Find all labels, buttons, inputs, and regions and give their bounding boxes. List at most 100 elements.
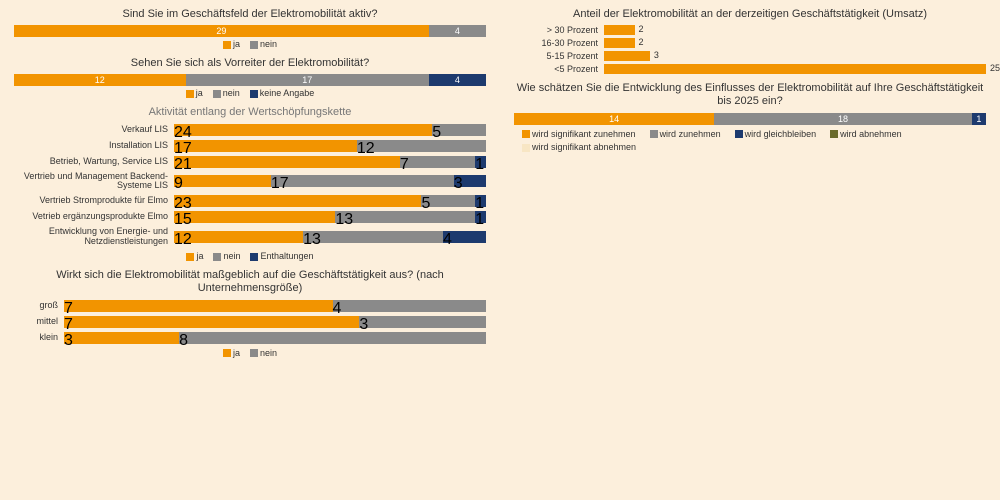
legend-item: nein [250, 39, 277, 49]
hbar-label: > 30 Prozent [514, 25, 604, 35]
chart-row: klein38 [14, 332, 486, 344]
bar-segment: 7 [64, 316, 359, 328]
bar-segment: 14 [514, 113, 714, 125]
row-bar: 73 [64, 316, 486, 328]
bar-segment: 17 [174, 140, 357, 152]
chart-row: Installation LIS1712 [14, 140, 486, 152]
chart-title: Wirkt sich die Elektromobilität maßgebli… [14, 269, 486, 295]
bar-segment: 1 [475, 195, 486, 207]
bar-segment: 4 [429, 74, 486, 86]
hbar-value: 3 [654, 50, 659, 60]
bar-segment: 18 [714, 113, 971, 125]
hbar-row: > 30 Prozent 2 [514, 25, 986, 35]
chart-row: Entwicklung von Energie- und Netzdienstl… [14, 227, 486, 247]
bar-segment: 5 [421, 195, 475, 207]
chart-pioneer: Sehen Sie sich als Vorreiter der Elektro… [14, 57, 486, 98]
bar-segment: 4 [333, 300, 486, 312]
legend-item: ja [186, 251, 203, 261]
legend-item: wird signifikant zunehmen [522, 128, 636, 142]
hbar-fill [604, 25, 635, 35]
row-container: Verkauf LIS245 Installation LIS1712 Betrie… [14, 124, 486, 248]
legend-swatch [186, 90, 194, 98]
bar-segment: 17 [186, 74, 429, 86]
hbar-fill [604, 64, 986, 74]
hbar-container: > 30 Prozent216-30 Prozent25-15 Prozent3… [514, 25, 986, 74]
right-column: Anteil der Elektromobilität an der derze… [500, 0, 1000, 500]
bar-segment: 12 [14, 74, 186, 86]
bar-segment: 4 [429, 25, 486, 37]
chart-row: Vertrieb und Management Backend-Systeme … [14, 172, 486, 192]
bar-segment: 3 [359, 316, 486, 328]
bar-segment: 1 [475, 156, 486, 168]
legend-swatch [223, 41, 231, 49]
bar-segment: 13 [303, 231, 443, 243]
legend-swatch [250, 349, 258, 357]
hbar-fill [604, 51, 650, 61]
row-label: mittel [14, 317, 64, 327]
chart-row: mittel73 [14, 316, 486, 328]
chart-row: Vetrieb ergänzungsprodukte Elmo15131 [14, 211, 486, 223]
bar-segment: 7 [64, 300, 333, 312]
row-label: Verkauf LIS [14, 125, 174, 135]
legend-item: wird signifikant abnehmen [522, 141, 636, 155]
legend-item: ja [223, 348, 240, 358]
legend-item: ja [223, 39, 240, 49]
chart-title: Anteil der Elektromobilität an der derze… [514, 8, 986, 21]
chart-impact-by-size: Wirkt sich die Elektromobilität maßgebli… [14, 269, 486, 357]
legend-item: nein [213, 88, 240, 98]
chart-outlook-2025: Wie schätzen Sie die Entwicklung des Ein… [514, 82, 986, 154]
legend-swatch [522, 130, 530, 138]
bar-segment: 4 [443, 231, 486, 243]
chart-row: Verkauf LIS245 [14, 124, 486, 136]
row-bar: 38 [64, 332, 486, 344]
hbar-row: 16-30 Prozent2 [514, 38, 986, 48]
row-bar: 2171 [174, 156, 486, 168]
legend-swatch [522, 144, 530, 152]
row-label: Betrieb, Wartung, Service LIS [14, 157, 174, 167]
row-label: Entwicklung von Energie- und Netzdienstl… [14, 227, 174, 247]
hbar-track: 2 [604, 25, 986, 35]
hbar-row: 5-15 Prozent 3 [514, 51, 986, 61]
legend-swatch [250, 90, 258, 98]
bar-segment: 8 [179, 332, 486, 344]
bar-segment: 7 [400, 156, 475, 168]
hbar-row: <5 Prozent25 [514, 64, 986, 74]
bar-segment: 21 [174, 156, 400, 168]
legend-swatch [213, 90, 221, 98]
row-bar: 15131 [174, 211, 486, 223]
stacked-bar: 14181 [514, 113, 986, 125]
hbar-label: <5 Prozent [514, 64, 604, 74]
hbar-track: 2 [604, 38, 986, 48]
bar-segment: 3 [454, 175, 486, 187]
bar-segment: 13 [335, 211, 475, 223]
legend-item: wird zunehmen [650, 128, 721, 142]
row-bar: 245 [174, 124, 486, 136]
bar-segment: 29 [14, 25, 429, 37]
legend: janeinEnthaltungen [14, 251, 486, 261]
bar-segment: 15 [174, 211, 335, 223]
row-bar: 74 [64, 300, 486, 312]
bar-segment: 1 [972, 113, 986, 125]
hbar-value: 25 [990, 63, 1000, 73]
chart-title: Aktivität entlang der Wertschöpfungskett… [14, 106, 486, 119]
chart-revenue-share: Anteil der Elektromobilität an der derze… [514, 8, 986, 74]
legend-item: nein [250, 348, 277, 358]
hbar-value: 2 [639, 24, 644, 34]
bar-segment: 5 [432, 124, 486, 136]
left-column: Sind Sie im Geschäftsfeld der Elektromob… [0, 0, 500, 500]
legend-swatch [186, 253, 194, 261]
bar-segment: 12 [174, 231, 303, 243]
legend-swatch [250, 253, 258, 261]
chart-title: Sehen Sie sich als Vorreiter der Elektro… [14, 57, 486, 70]
stacked-bar: 294 [14, 25, 486, 37]
row-bar: 9173 [174, 175, 486, 187]
legend-swatch [650, 130, 658, 138]
hbar-label: 16-30 Prozent [514, 38, 604, 48]
legend-swatch [213, 253, 221, 261]
hbar-label: 5-15 Prozent [514, 51, 604, 61]
row-label: klein [14, 333, 64, 343]
row-label: Vertrieb Stromprodukte für Elmo [14, 196, 174, 206]
legend-swatch [223, 349, 231, 357]
legend-swatch [250, 41, 258, 49]
chart-row: Betrieb, Wartung, Service LIS2171 [14, 156, 486, 168]
